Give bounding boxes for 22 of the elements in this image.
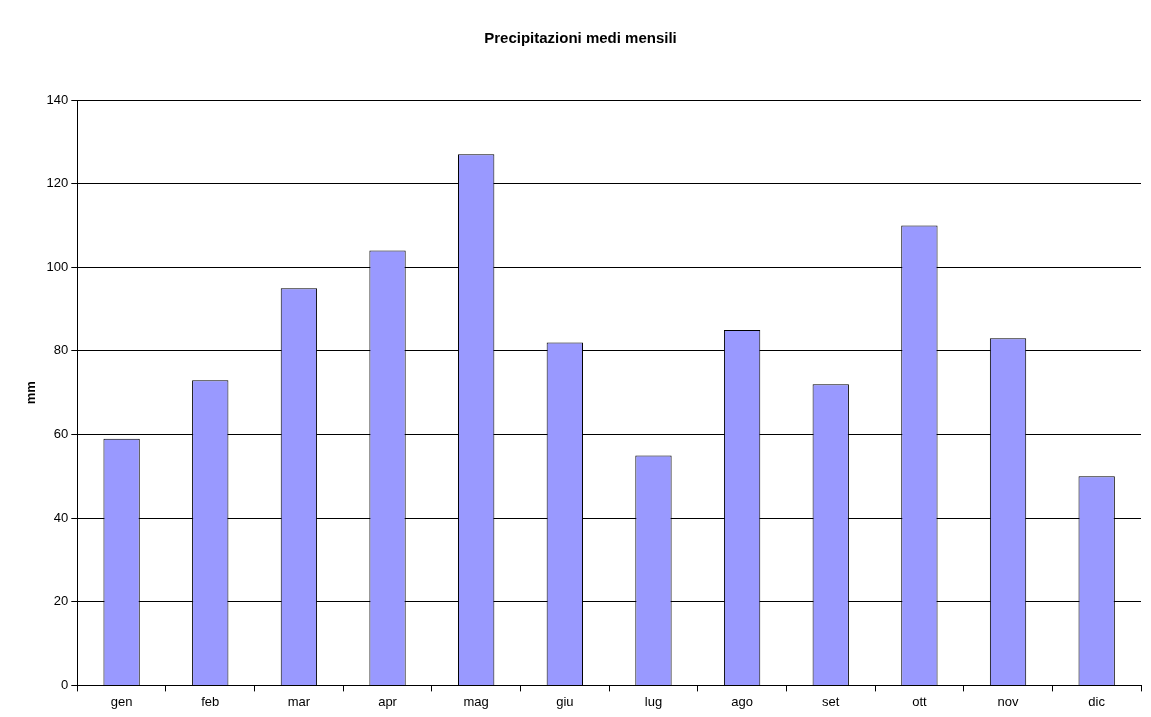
x-tick-label: ott <box>912 693 927 709</box>
y-tick-label: 100 <box>46 258 69 274</box>
y-tick-label: 20 <box>53 593 69 609</box>
x-tick-label: lug <box>644 693 663 709</box>
y-tick-label: 0 <box>61 676 69 692</box>
y-tick-label: 140 <box>46 91 69 107</box>
x-tick-label: giu <box>556 693 574 709</box>
x-tick-label: mar <box>287 693 311 709</box>
x-tick-label: gen <box>110 693 133 709</box>
y-tick-label: 120 <box>46 175 69 191</box>
y-tick-label: 80 <box>53 342 69 358</box>
x-tick-label: dic <box>1088 693 1106 709</box>
y-axis-title: mm <box>23 381 39 405</box>
x-tick-label: apr <box>378 693 398 709</box>
x-tick-label: mag <box>463 693 489 709</box>
x-tick-label: feb <box>201 693 220 709</box>
y-tick-label: 60 <box>53 426 69 442</box>
y-tick-label: 40 <box>53 509 69 525</box>
x-tick-label: set <box>822 693 840 709</box>
chart-title: Precipitazioni medi mensili <box>484 29 677 47</box>
x-tick-label: nov <box>997 693 1020 709</box>
x-tick-label: ago <box>731 693 753 709</box>
